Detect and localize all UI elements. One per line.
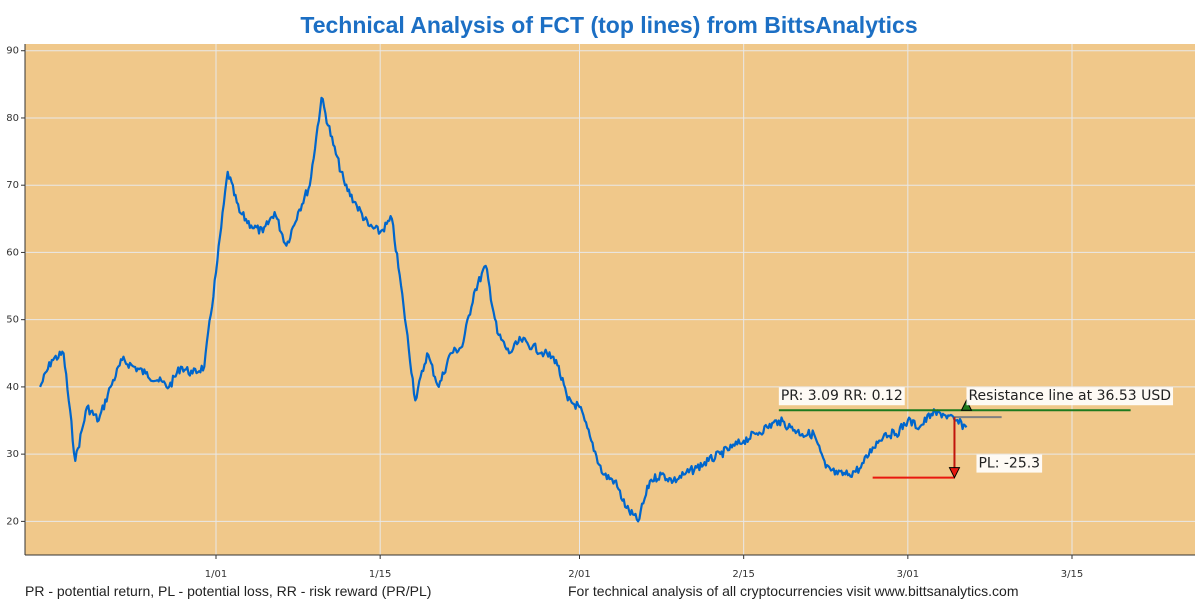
- x-tick-label: 2/01: [568, 569, 590, 580]
- pl-label: PL: -25.3: [978, 456, 1040, 472]
- footer-website-note: For technical analysis of all cryptocurr…: [568, 583, 1019, 599]
- y-tick-label: 90: [6, 46, 19, 57]
- pl-label-box: [976, 454, 1043, 473]
- x-tick-label: 1/15: [369, 569, 391, 580]
- resistance-label: Resistance line at 36.53 USD: [968, 388, 1171, 404]
- pr-rr-label-box: [778, 387, 905, 406]
- resistance-label-box: [966, 387, 1174, 406]
- x-tick-label: 3/15: [1061, 569, 1083, 580]
- y-tick-label: 50: [6, 315, 19, 326]
- pr-rr-label-group: PR: 3.09 RR: 0.12: [778, 387, 905, 406]
- y-tick-label: 30: [6, 449, 19, 460]
- x-tick-label: 3/01: [897, 569, 919, 580]
- annotations: PR: 3.09 RR: 0.12 Resistance line at 36.5…: [778, 387, 1174, 479]
- footer-legend-note: PR - potential return, PL - potential lo…: [25, 583, 432, 599]
- price-series: [39, 96, 968, 523]
- chart-title: Technical Analysis of FCT (top lines) fr…: [300, 12, 917, 38]
- y-tick-label: 70: [6, 180, 19, 191]
- y-tick-label: 40: [6, 382, 19, 393]
- grid-lines: [25, 44, 1195, 555]
- pl-arrow-head: [948, 467, 961, 479]
- pl-label-group: PL: -25.3: [976, 454, 1043, 473]
- x-tick-label: 1/01: [205, 569, 227, 580]
- y-tick-label: 20: [6, 516, 19, 527]
- x-tick-label: 2/15: [732, 569, 754, 580]
- resistance-label-group: Resistance line at 36.53 USD: [966, 387, 1174, 406]
- y-tick-label: 80: [6, 113, 19, 124]
- pr-rr-label: PR: 3.09 RR: 0.12: [781, 388, 903, 404]
- price-line: [39, 96, 968, 523]
- y-tick-label: 60: [6, 247, 19, 258]
- axes: 20 30 40 50 60 70 80 90 1/01 1/15 2/01 2/15 3/01 3/15: [6, 44, 1195, 580]
